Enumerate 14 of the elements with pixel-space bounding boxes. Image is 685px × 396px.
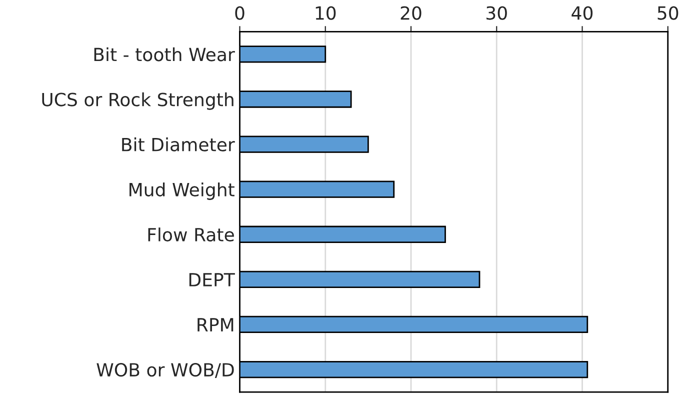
x-tick-label: 40 (572, 6, 593, 20)
y-tick-label: Mud Weight (130, 182, 234, 200)
y-tick-label: UCS or Rock Strength (42, 92, 234, 110)
x-tick-label: 50 (658, 6, 678, 20)
y-tick-label: RPM (198, 318, 234, 332)
y-tick-label: DEPT (189, 273, 235, 286)
x-tick-label: 30 (486, 6, 507, 20)
y-tick-label: Flow Rate (148, 228, 234, 242)
y-tick-label: WOB or WOB/D (96, 362, 234, 378)
y-tick-label: Bit - tooth Wear (94, 47, 235, 62)
y-tick-label: Bit Diameter (122, 137, 235, 152)
x-tick-label: 10 (316, 6, 336, 20)
x-tick-label: 0 (235, 6, 244, 20)
x-tick-label: 20 (400, 6, 422, 20)
